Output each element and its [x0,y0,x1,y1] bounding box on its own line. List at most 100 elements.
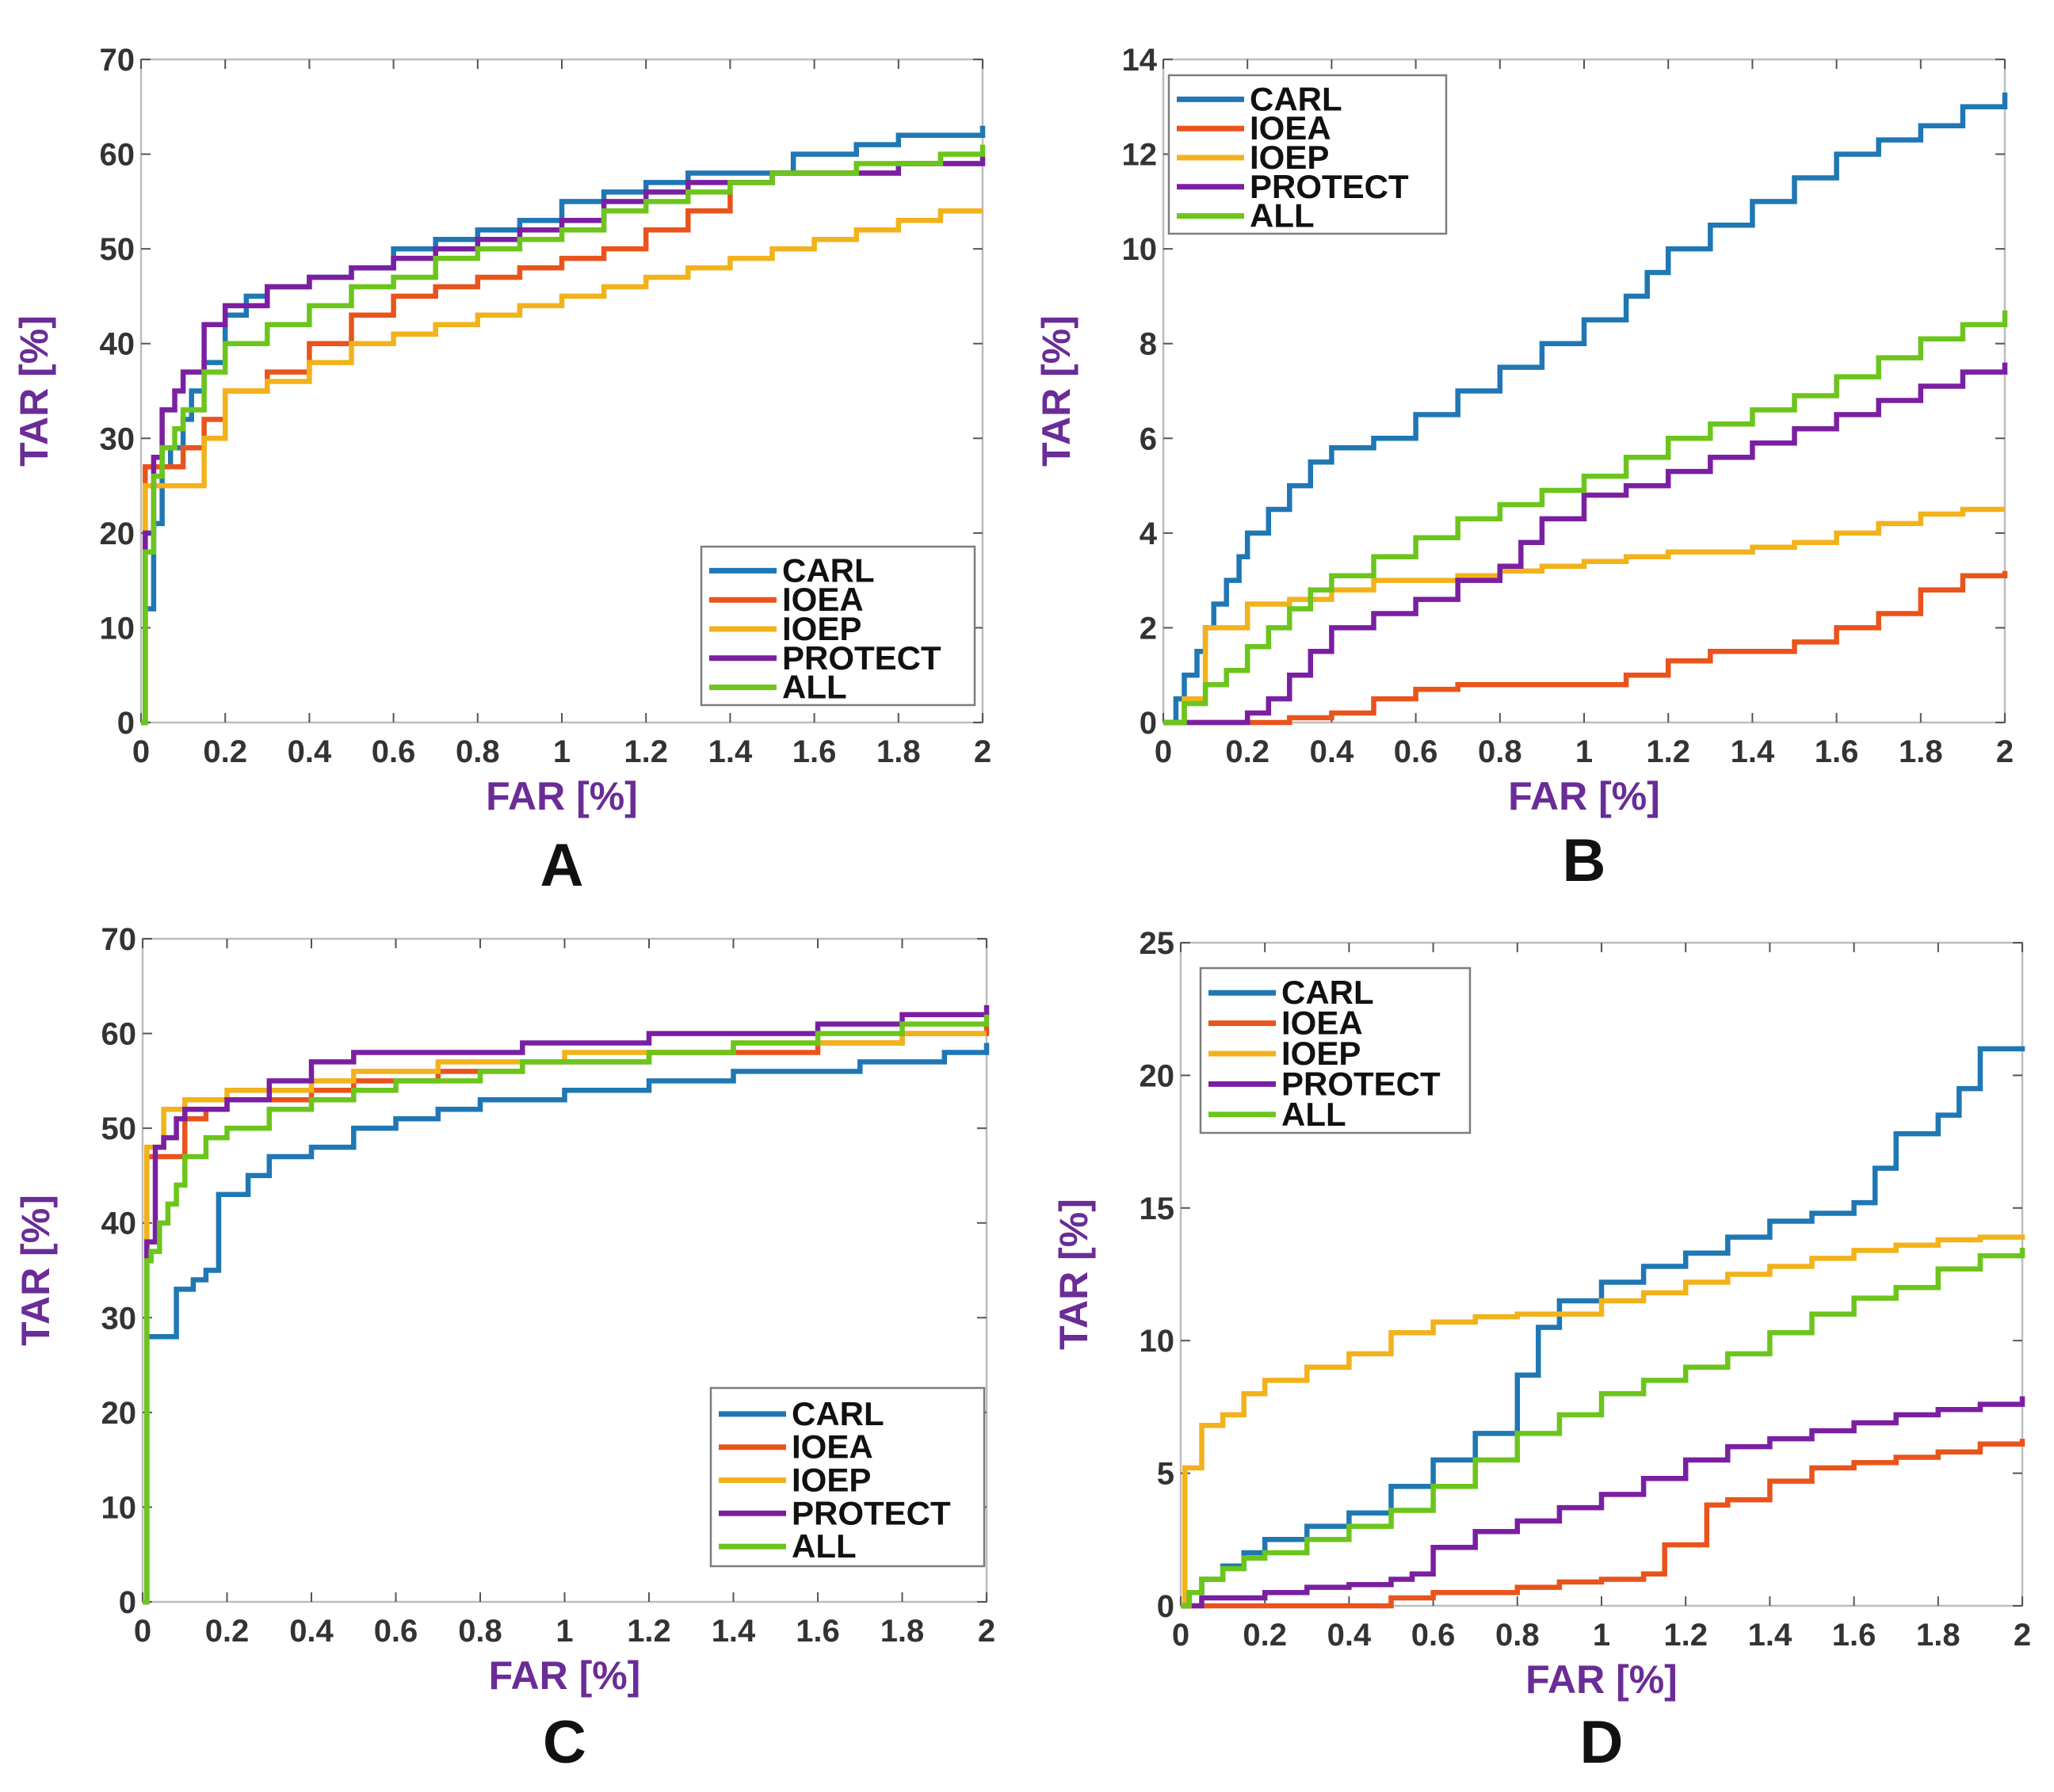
panel-c-xtick-label: 0.6 [374,1614,418,1649]
panel-a-xtick-label: 0.6 [372,734,416,769]
panel-a-ytick-label: 20 [100,517,136,551]
panel-b-xtick-label: 1.8 [1899,734,1943,769]
panel-b-legend-label-all: ALL [1250,197,1315,234]
panel-d-series-protect [1181,1396,2025,1609]
panel-c-ytick-label: 50 [101,1111,137,1146]
panel-b-series-ioea [1163,570,2008,726]
panel-d-xlabel: FAR [%] [1525,1657,1678,1702]
panel-b-xtick-label: 0.2 [1225,734,1269,769]
panel-b-series-carl [1163,92,2008,726]
panel-b-series-protect [1163,362,2008,726]
panel-b-ytick-label: 0 [1140,706,1157,741]
panel-b-legend-label-ioea: IOEA [1250,109,1331,147]
panel-c-series-all [143,1014,990,1605]
panel-c-legend-label-ioep: IOEP [792,1462,871,1499]
panel-d-xtick-label: 1.4 [1748,1618,1792,1653]
panel-c-legend-label-carl: CARL [792,1395,884,1432]
panel-a-legend-label-ioep: IOEP [782,610,861,647]
panel-b-ytick-label: 12 [1122,138,1158,173]
panel-a-xtick-label: 2 [974,734,991,769]
panel-a-xtick-label: 1.2 [624,734,668,769]
panel-c-xtick-label: 0 [134,1614,151,1649]
panel-a-letter: A [540,832,584,899]
panel-a-ytick-label: 60 [100,138,136,173]
panel-c-xtick-label: 1.4 [712,1614,756,1649]
panel-a-ytick-label: 0 [117,706,135,741]
panel-a-series-all [141,144,986,726]
panel-d-xtick-label: 0.2 [1243,1618,1287,1653]
panel-d-legend-label-all: ALL [1281,1096,1346,1133]
panel-d-xtick-label: 0.6 [1411,1618,1456,1653]
panel-b-xtick-label: 0 [1155,734,1172,769]
panel-d-series-all [1181,1248,2025,1609]
panel-b-ylabel: TAR [%] [1034,315,1079,467]
panel-d-ytick-label: 15 [1140,1191,1175,1226]
panel-b-xlabel: FAR [%] [1508,774,1660,818]
panel-d-xtick-label: 0.8 [1495,1618,1540,1653]
panel-b-series-all [1163,310,2008,726]
panel-b-ytick-label: 6 [1140,421,1157,456]
panel-b-legend-label-protect: PROTECT [1250,168,1409,205]
panel-d-ytick-label: 10 [1140,1324,1175,1359]
panel-c-ytick-label: 10 [101,1490,137,1525]
panel-b-ytick-label: 4 [1140,517,1158,551]
panel-a-ytick-label: 30 [100,421,136,456]
panel-b-xtick-label: 1.4 [1731,734,1775,769]
panel-c-legend-box [709,1386,986,1568]
panel-b-legend-label-ioep: IOEP [1250,139,1329,176]
panel-d-legend-label-ioea: IOEA [1281,1005,1363,1042]
panel-d-legend-label-ioep: IOEP [1281,1035,1361,1072]
panel-c-series-protect [143,1005,990,1605]
panel-a-legend-label-carl: CARL [782,551,875,589]
panel-a-ytick-label: 10 [100,611,136,646]
panel-b-series-ioep [1163,506,2005,726]
panel-a-series-carl [141,125,986,726]
panel-d-ylabel: TAR [%] [1052,1199,1096,1350]
panel-d-xtick-label: 1.6 [1832,1618,1876,1653]
panel-c-ytick-label: 60 [101,1017,137,1052]
panel-a-xtick-label: 0 [132,734,150,769]
panel-d-xtick-label: 0 [1172,1618,1189,1653]
panel-a-legend-label-protect: PROTECT [782,639,941,677]
panel-d-legend-label-carl: CARL [1281,974,1374,1011]
panel-d-ytick-label: 0 [1157,1589,1174,1624]
panel-d-xtick-label: 1.2 [1663,1618,1708,1653]
panel-b-xtick-label: 0.6 [1394,734,1438,769]
panel-d-xtick-label: 1 [1593,1618,1610,1653]
panel-b-ytick-label: 10 [1122,232,1158,267]
panel-b: 0 0.2 0.4 0.6 0.8 1 1.2 1.4 1.6 1.8 2 0 2 4 6 8 10 12 14 FA… [1034,43,2014,894]
panel-a-legend-label-all: ALL [782,669,847,706]
panel-b-xtick-label: 0.4 [1310,734,1354,769]
panel-a-ylabel: TAR [%] [12,315,56,467]
panel-d-ytick-label: 5 [1157,1457,1174,1492]
panel-b-ytick-label: 8 [1140,327,1157,362]
panel-d-letter: D [1580,1709,1624,1776]
panel-c-xtick-label: 1.8 [880,1614,925,1649]
panel-d: 0 0.2 0.4 0.6 0.8 1 1.2 1.4 1.6 1.8 20510152025FAR… [1052,926,2031,1776]
panel-b-letter: B [1563,827,1606,894]
panel-a: 0 0.2 0.4 0.6 0.8 1 1.2 1.4 1.6 1.8 20102030405060… [12,43,991,899]
panel-c-xtick-label: 1 [555,1614,573,1649]
panel-d-series-ioep [1181,1234,2025,1609]
panel-d-series-ioea [1181,1439,2025,1609]
panel-c-legend-label-protect: PROTECT [792,1494,951,1531]
panel-a-xtick-label: 1.6 [792,734,837,769]
panel-c-ytick-label: 70 [101,922,137,957]
panel-d-ytick-label: 25 [1140,926,1175,961]
panel-c-xtick-label: 0.4 [289,1614,334,1649]
panel-c-ylabel: TAR [%] [13,1195,58,1346]
panel-d-ytick-label: 20 [1140,1058,1175,1093]
panel-c-legend-label-all: ALL [792,1527,857,1565]
panel-b-ytick-label: 14 [1122,43,1158,78]
panel-c-xtick-label: 1.2 [627,1614,671,1649]
panel-b-ytick-label: 2 [1140,611,1157,646]
panel-a-xtick-label: 0.8 [456,734,500,769]
panel-c-letter: C [543,1709,586,1776]
panel-b-xtick-label: 0.8 [1478,734,1522,769]
